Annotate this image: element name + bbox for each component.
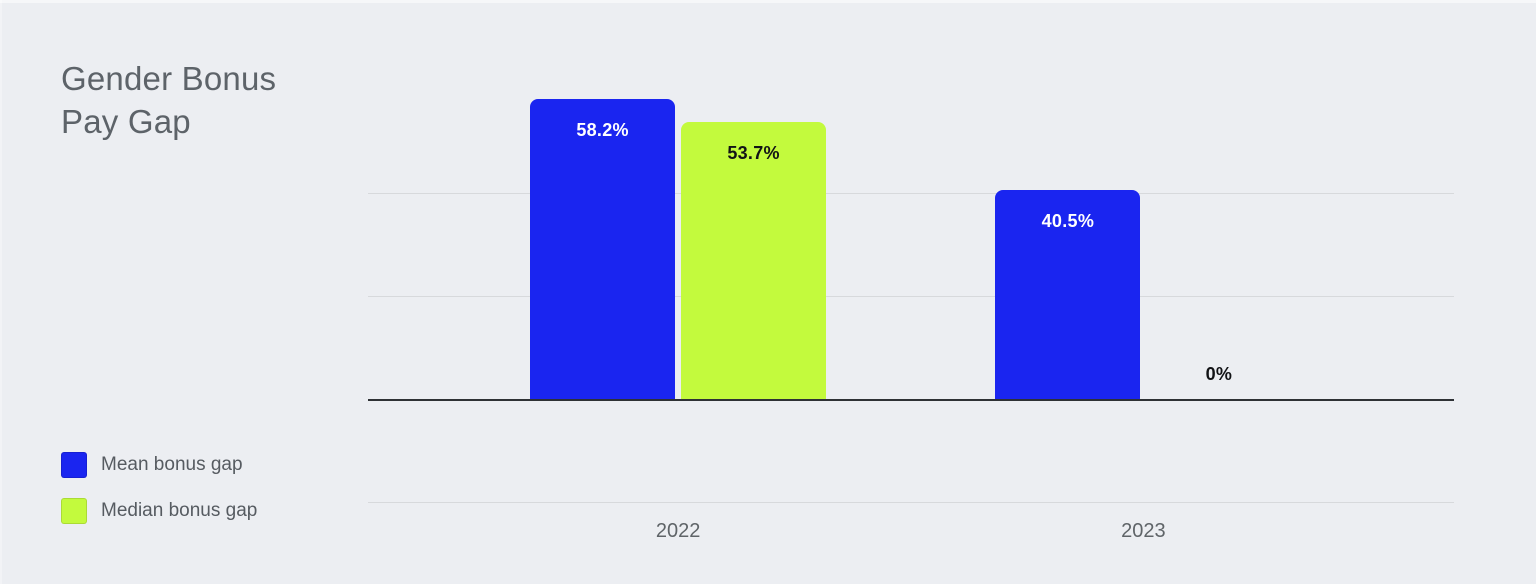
chart-legend: Mean bonus gap Median bonus gap xyxy=(61,452,257,544)
gridline xyxy=(368,296,1454,297)
legend-item-mean-bonus-gap: Mean bonus gap xyxy=(61,452,257,478)
plot-area: 58.2% 53.7% 2022 40.5% 0% 2023 xyxy=(368,90,1454,542)
bar-value-label: 0% xyxy=(1205,364,1233,384)
x-axis-line xyxy=(368,399,1454,401)
legend-item-median-bonus-gap: Median bonus gap xyxy=(61,498,257,524)
legend-label: Mean bonus gap xyxy=(101,454,243,475)
x-axis-label-2022: 2022 xyxy=(655,520,701,542)
legend-color-swatch xyxy=(61,452,87,478)
gridline xyxy=(368,502,1454,503)
bar-mean-bonus-gap-2023 xyxy=(995,190,1141,399)
bar-value-label: 58.2% xyxy=(576,120,629,141)
legend-label: Median bonus gap xyxy=(101,500,258,521)
bar-median-bonus-gap-2022 xyxy=(681,122,827,399)
gridline xyxy=(368,193,1454,194)
bar-value-label: 53.7% xyxy=(727,143,780,164)
bar-mean-bonus-gap-2022 xyxy=(530,99,676,399)
x-axis-label-2023: 2023 xyxy=(1121,520,1166,542)
bar-value-label: 40.5% xyxy=(1041,211,1095,232)
chart-title: Gender Bonus Pay Gap xyxy=(61,60,277,140)
legend-color-swatch xyxy=(61,498,87,524)
